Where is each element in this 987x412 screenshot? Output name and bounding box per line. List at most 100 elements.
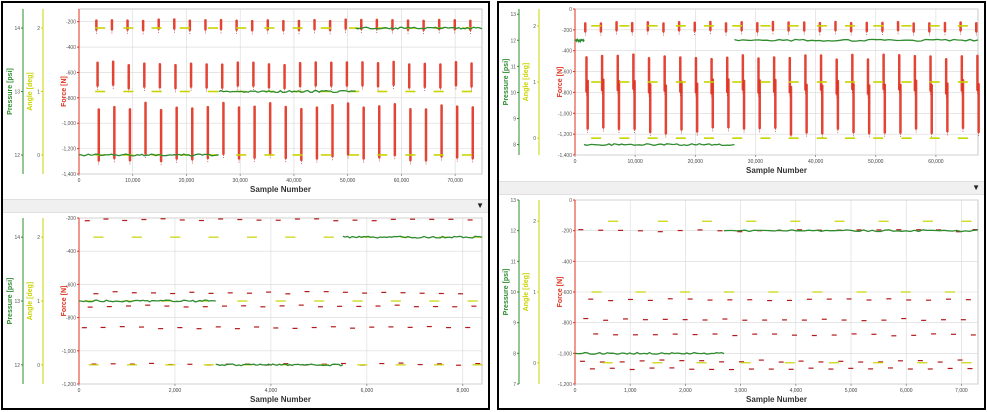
force-tick-label: -200 xyxy=(562,28,572,34)
force-axis-label: Force [N] xyxy=(557,67,564,98)
force-burst xyxy=(141,19,145,32)
force-burst xyxy=(407,63,411,89)
force-burst xyxy=(774,78,777,129)
x-tick-label: 0 xyxy=(574,159,577,165)
force-burst xyxy=(188,19,192,31)
force-axis-label: Force [N] xyxy=(61,286,68,317)
x-tick-label: 20,000 xyxy=(179,178,195,184)
pressure-series xyxy=(342,235,483,239)
pressure-axis-label: Pressure [psi] xyxy=(503,269,510,316)
force-burst xyxy=(756,22,759,33)
x-tick-label: 7,000 xyxy=(955,388,968,394)
x-tick-label: 8,000 xyxy=(457,388,470,394)
pressure-axis-label: Pressure [psi] xyxy=(503,59,510,106)
force-burst xyxy=(393,102,397,157)
force-burst xyxy=(252,61,255,87)
force-tick-label: -800 xyxy=(562,90,572,96)
force-burst xyxy=(836,79,840,130)
force-burst xyxy=(144,101,147,155)
pressure-tick-label: 14 xyxy=(14,26,20,32)
force-burst xyxy=(693,21,696,32)
force-burst xyxy=(362,106,365,160)
force-tick-label: -1,000 xyxy=(62,349,76,355)
angle-tick-label: 0 xyxy=(37,153,40,159)
x-tick-label: 50,000 xyxy=(340,178,356,184)
pressure-tick-label: 11 xyxy=(511,259,516,265)
force-burst xyxy=(977,83,980,134)
force-burst xyxy=(113,105,116,160)
force-burst xyxy=(173,18,176,30)
force-burst xyxy=(617,79,621,131)
force-tick-label: -1,400 xyxy=(558,153,572,159)
x-axis-label: Sample Number xyxy=(746,166,807,175)
force-burst xyxy=(375,18,379,31)
force-burst xyxy=(852,83,855,134)
force-burst xyxy=(111,60,115,86)
angle-tick-label: 1 xyxy=(533,80,536,86)
pressure-tick-label: 9 xyxy=(513,321,516,327)
pressure-series xyxy=(78,299,216,303)
pressure-tick-label: 13 xyxy=(510,198,516,204)
force-burst xyxy=(361,61,364,87)
dropdown-triangle-icon[interactable]: ▼ xyxy=(972,183,980,192)
pressure-tick-label: 13 xyxy=(14,299,20,305)
force-burst xyxy=(266,19,270,31)
force-burst xyxy=(126,19,129,31)
force-burst xyxy=(331,103,334,158)
force-tick-label: -200 xyxy=(66,216,76,222)
pressure-tick-label: 13 xyxy=(510,12,516,18)
force-burst xyxy=(928,22,931,33)
pressure-tick-label: 12 xyxy=(14,153,20,159)
x-tick-label: 4,000 xyxy=(790,388,803,394)
force-tick-label: -800 xyxy=(66,96,76,102)
force-burst xyxy=(897,54,901,91)
angle-axis-label: Angle [deg] xyxy=(523,63,530,102)
x-axis-label: Sample Number xyxy=(250,185,311,194)
force-burst xyxy=(205,63,208,89)
force-burst xyxy=(158,63,162,89)
angle-tick-label: 2 xyxy=(533,24,536,30)
force-burst xyxy=(110,19,114,31)
x-tick-label: 2,000 xyxy=(169,388,182,394)
x-tick-label: 30,000 xyxy=(233,178,249,184)
force-burst xyxy=(345,61,349,87)
x-axis-label: Sample Number xyxy=(746,395,807,404)
pressure-series xyxy=(724,229,979,233)
force-burst xyxy=(818,21,822,33)
force-burst xyxy=(191,107,194,161)
force-burst xyxy=(174,63,177,90)
dropdown-triangle-icon[interactable]: ▼ xyxy=(476,201,484,210)
pane-splitter[interactable]: ▼ xyxy=(499,181,984,195)
angle-tick-label: 1 xyxy=(37,299,40,305)
force-tick-label: -200 xyxy=(66,20,76,26)
force-burst xyxy=(253,105,256,159)
force-burst xyxy=(236,61,240,87)
force-burst xyxy=(282,19,285,32)
force-burst xyxy=(315,106,319,160)
force-tick-label: -600 xyxy=(562,290,572,296)
force-burst xyxy=(314,61,317,87)
force-burst xyxy=(422,19,425,32)
force-burst xyxy=(882,53,885,90)
force-burst xyxy=(157,18,160,30)
x-tick-label: 70,000 xyxy=(447,178,463,184)
force-burst xyxy=(867,84,871,135)
force-burst xyxy=(680,80,683,131)
pane-splitter[interactable]: ▼ xyxy=(3,199,488,213)
force-burst xyxy=(914,79,918,130)
force-burst xyxy=(802,21,806,32)
pressure-tick-label: 8 xyxy=(513,143,516,149)
x-tick-label: 50,000 xyxy=(868,159,884,165)
x-tick-label: 40,000 xyxy=(808,159,824,165)
x-tick-label: 1,000 xyxy=(624,388,637,394)
pressure-axis-label: Pressure [psi] xyxy=(7,68,14,115)
pressure-series xyxy=(79,153,219,157)
x-tick-label: 40,000 xyxy=(286,178,302,184)
x-tick-label: 4,000 xyxy=(265,388,278,394)
force-burst xyxy=(219,18,223,31)
force-burst xyxy=(633,79,636,130)
